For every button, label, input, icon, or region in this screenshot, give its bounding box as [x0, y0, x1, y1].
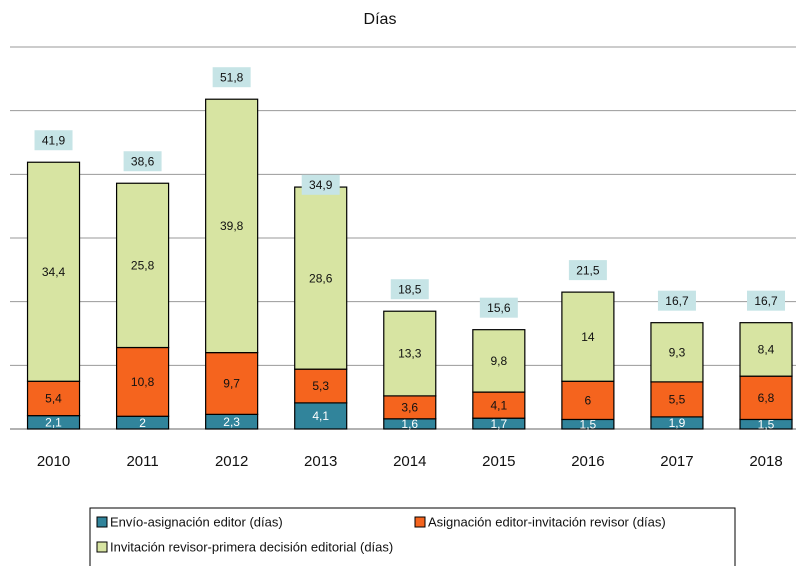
total-label: 34,9: [309, 178, 333, 192]
total-label-box: [747, 290, 786, 311]
data-label: 5,5: [669, 393, 686, 407]
total-label: 51,8: [220, 70, 244, 84]
data-label: 5,4: [45, 392, 62, 406]
x-tick-label: 2013: [304, 453, 337, 470]
data-label: 39,8: [220, 219, 244, 233]
data-label: 4,1: [490, 398, 507, 412]
x-tick-label: 2016: [571, 453, 604, 470]
bar-segment: [650, 381, 704, 418]
data-label: 34,4: [42, 265, 66, 279]
chart-title: Días: [364, 11, 397, 28]
data-label: 10,8: [131, 375, 155, 389]
total-label: 16,7: [754, 294, 778, 308]
data-label: 1,9: [669, 416, 686, 430]
bar-segment: [472, 391, 526, 419]
bar-segment: [205, 98, 259, 354]
bar-segment: [739, 322, 793, 377]
legend-label: Invitación revisor-primera decisión edit…: [110, 539, 393, 554]
data-label: 4,1: [312, 409, 329, 423]
x-tick-label: 2010: [37, 453, 70, 470]
bar-segment: [561, 380, 615, 421]
total-label: 16,7: [665, 294, 689, 308]
x-tick-label: 2012: [215, 453, 248, 470]
bar-segment: [472, 329, 526, 393]
bar-segment: [294, 186, 348, 370]
data-label: 2,3: [223, 415, 240, 429]
total-label: 38,6: [131, 154, 155, 168]
data-label: 1,5: [758, 417, 775, 431]
total-label-box: [568, 260, 607, 281]
data-label: 5,3: [312, 379, 329, 393]
total-label-box: [123, 151, 162, 172]
data-label: 28,6: [309, 271, 333, 285]
data-label: 9,7: [223, 377, 240, 391]
x-tick-label: 2011: [126, 453, 158, 470]
bar-segment: [650, 322, 704, 383]
data-label: 3,6: [401, 401, 418, 415]
x-tick-label: 2018: [749, 453, 782, 470]
data-label: 2: [139, 416, 146, 430]
data-label: 8,4: [758, 343, 775, 357]
data-label: 9,3: [669, 345, 686, 359]
data-label: 1,5: [580, 417, 597, 431]
data-label: 25,8: [131, 259, 155, 273]
legend-swatch: [96, 541, 108, 553]
total-label-box: [34, 130, 73, 151]
data-label: 2,1: [45, 415, 62, 429]
total-label-box: [301, 174, 340, 195]
bar-segment: [294, 402, 348, 430]
bar-segment: [294, 368, 348, 404]
data-label: 1,6: [401, 417, 418, 431]
total-label: 41,9: [42, 133, 66, 147]
total-label-box: [390, 279, 429, 300]
legend-label: Envío-asignación editor (días): [110, 514, 283, 529]
legend-label: Asignación editor-invitación revisor (dí…: [428, 514, 666, 529]
bar-segment: [561, 291, 615, 382]
total-label-box: [479, 297, 518, 318]
bar-segment: [739, 375, 793, 421]
data-label: 14: [581, 330, 595, 344]
total-label-box: [657, 290, 696, 311]
legend-box: [89, 507, 736, 566]
total-label: 21,5: [576, 263, 600, 277]
data-label: 13,3: [398, 347, 422, 361]
legend-swatch: [414, 516, 426, 528]
total-label: 15,6: [487, 301, 511, 315]
total-label: 18,5: [398, 282, 422, 296]
x-tick-label: 2017: [660, 453, 693, 470]
data-label: 6: [585, 394, 592, 408]
legend-swatch: [96, 516, 108, 528]
total-label-box: [212, 67, 251, 88]
data-label: 9,8: [490, 354, 507, 368]
x-tick-label: 2015: [482, 453, 515, 470]
x-tick-label: 2014: [393, 453, 426, 470]
bar-segment: [115, 346, 170, 417]
bar-segment: [383, 310, 437, 397]
bar-segment: [115, 182, 170, 349]
data-label: 1,7: [490, 417, 507, 431]
bar-segment: [205, 352, 259, 415]
data-label: 6,8: [758, 391, 775, 405]
bar-segment: [26, 161, 81, 382]
